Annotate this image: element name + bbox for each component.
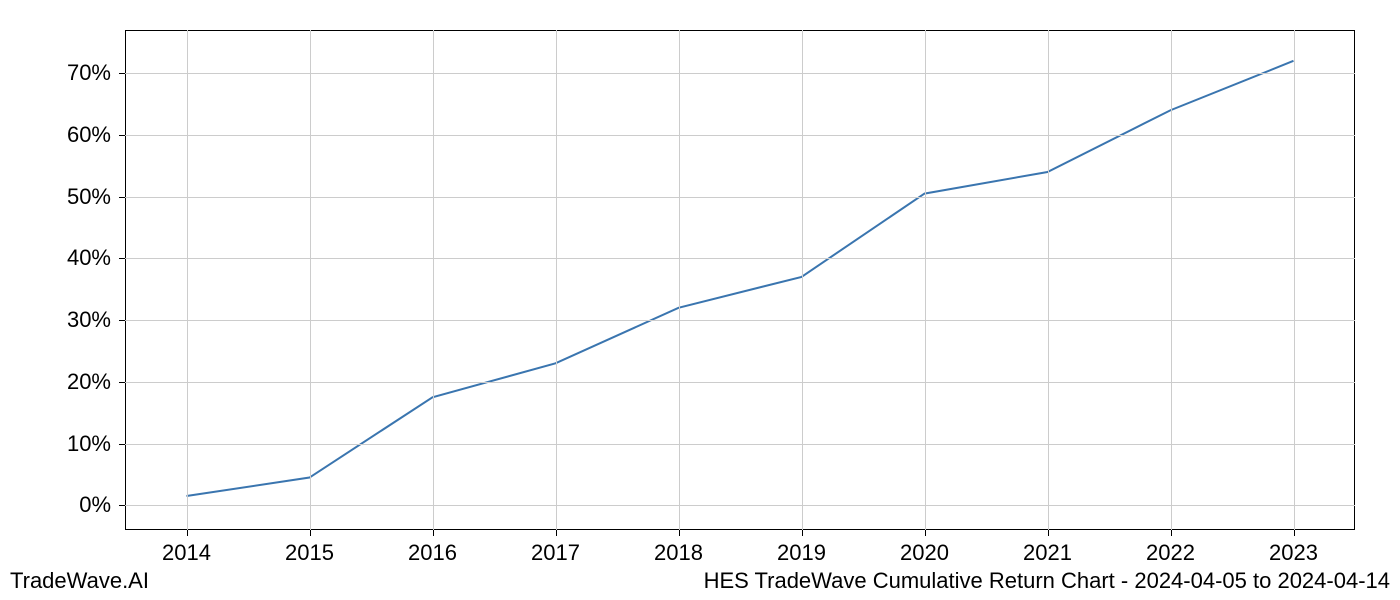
y-tick-label: 20% — [67, 369, 111, 395]
grid-line-vertical — [1171, 30, 1172, 530]
x-tick — [925, 530, 926, 536]
x-tick-label: 2018 — [654, 540, 703, 566]
footer-right-text: HES TradeWave Cumulative Return Chart - … — [704, 568, 1390, 594]
grid-line-horizontal — [125, 135, 1355, 136]
grid-line-vertical — [1048, 30, 1049, 530]
grid-line-vertical — [925, 30, 926, 530]
grid-line-horizontal — [125, 73, 1355, 74]
y-tick — [119, 73, 125, 74]
x-tick-label: 2020 — [900, 540, 949, 566]
grid-line-vertical — [1294, 30, 1295, 530]
x-tick — [556, 530, 557, 536]
y-tick-label: 40% — [67, 245, 111, 271]
x-tick-label: 2015 — [285, 540, 334, 566]
grid-line-horizontal — [125, 197, 1355, 198]
x-tick-label: 2016 — [408, 540, 457, 566]
x-tick — [187, 530, 188, 536]
y-tick — [119, 258, 125, 259]
y-tick — [119, 382, 125, 383]
y-tick-label: 70% — [67, 60, 111, 86]
x-tick-label: 2017 — [531, 540, 580, 566]
x-tick — [433, 530, 434, 536]
footer-left-text: TradeWave.AI — [10, 568, 149, 594]
y-tick — [119, 320, 125, 321]
x-tick-label: 2023 — [1269, 540, 1318, 566]
y-tick-label: 60% — [67, 122, 111, 148]
y-tick — [119, 197, 125, 198]
grid-line-vertical — [187, 30, 188, 530]
grid-line-vertical — [679, 30, 680, 530]
x-tick-label: 2019 — [777, 540, 826, 566]
x-tick — [802, 530, 803, 536]
x-tick-label: 2021 — [1023, 540, 1072, 566]
grid-line-horizontal — [125, 444, 1355, 445]
chart-container: 2014201520162017201820192020202120222023… — [125, 30, 1355, 530]
grid-line-horizontal — [125, 258, 1355, 259]
x-tick-label: 2022 — [1146, 540, 1195, 566]
grid-line-horizontal — [125, 382, 1355, 383]
y-tick — [119, 444, 125, 445]
grid-line-vertical — [433, 30, 434, 530]
x-tick — [1294, 530, 1295, 536]
grid-line-vertical — [556, 30, 557, 530]
grid-line-vertical — [802, 30, 803, 530]
y-tick — [119, 135, 125, 136]
y-tick-label: 30% — [67, 307, 111, 333]
y-tick-label: 50% — [67, 184, 111, 210]
x-tick — [1048, 530, 1049, 536]
y-tick-label: 10% — [67, 431, 111, 457]
x-tick — [1171, 530, 1172, 536]
grid-line-horizontal — [125, 505, 1355, 506]
grid-line-horizontal — [125, 320, 1355, 321]
y-tick — [119, 505, 125, 506]
grid-line-vertical — [310, 30, 311, 530]
x-tick — [679, 530, 680, 536]
y-tick-label: 0% — [79, 492, 111, 518]
x-tick — [310, 530, 311, 536]
x-tick-label: 2014 — [162, 540, 211, 566]
